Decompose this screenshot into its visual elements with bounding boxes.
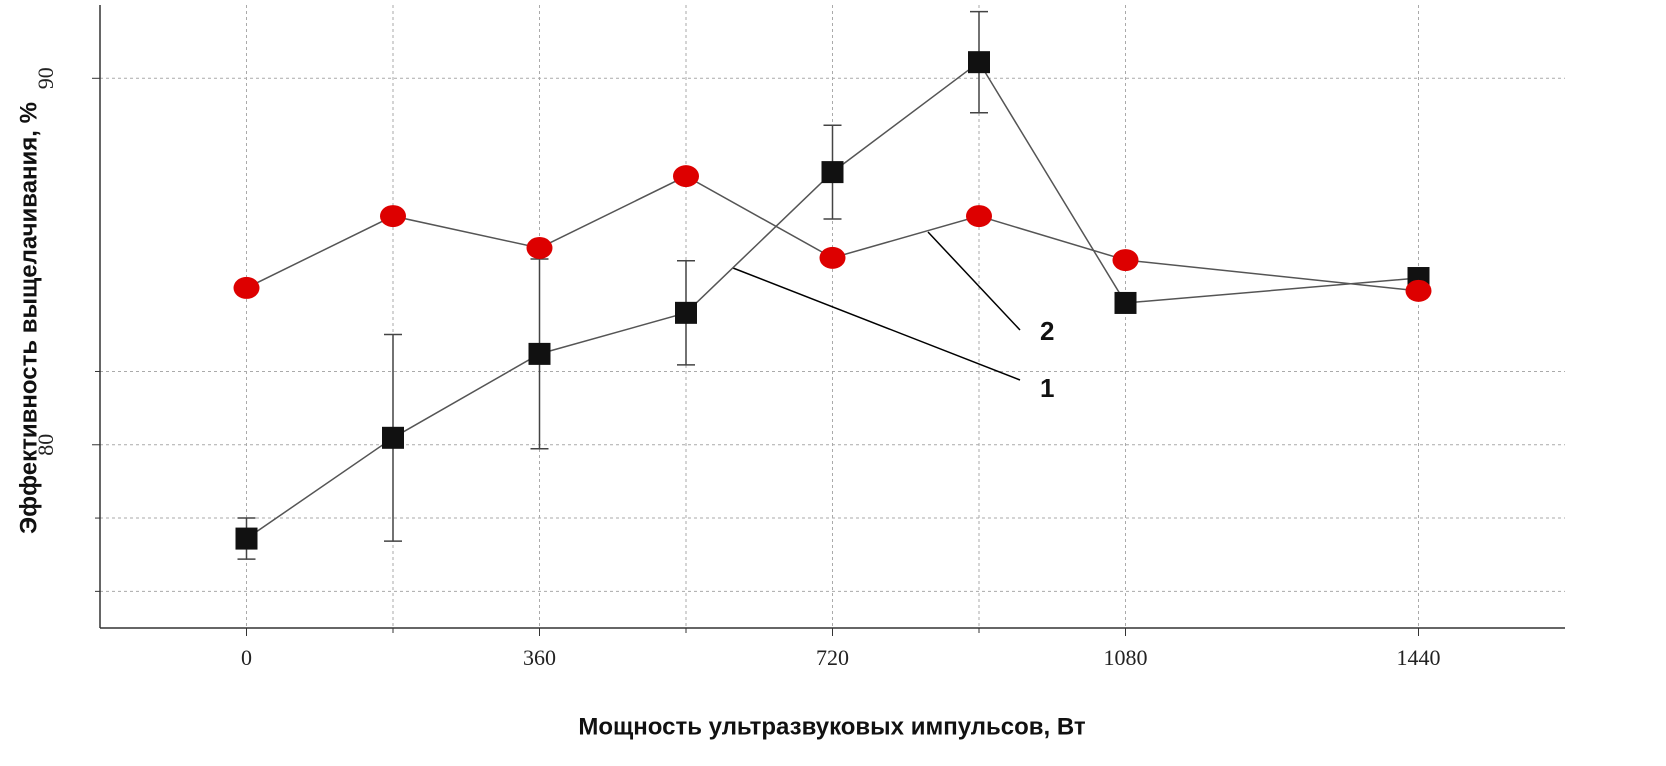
marker (526, 236, 553, 259)
annotation: 1 (1040, 373, 1054, 403)
y-axis-label: Эффективность выщелачивания, % (15, 102, 42, 534)
marker (1114, 291, 1137, 314)
marker (966, 205, 992, 228)
series-line (246, 175, 1419, 292)
y-tick-label: 80 (33, 434, 58, 456)
marker (673, 165, 699, 188)
marker (382, 426, 404, 449)
marker (528, 342, 551, 365)
x-tick-label: 360 (523, 645, 556, 670)
marker (235, 527, 258, 550)
x-tick-label: 0 (241, 645, 252, 670)
x-tick-label: 1440 (1397, 645, 1441, 670)
marker (1112, 249, 1139, 272)
series-line (246, 61, 1419, 540)
leader-line (732, 267, 1021, 381)
annotation: 2 (1040, 316, 1054, 346)
marker (380, 205, 406, 228)
marker (233, 276, 260, 299)
marker (1405, 279, 1432, 302)
marker (675, 301, 697, 324)
x-tick-label: 1080 (1104, 645, 1148, 670)
marker (819, 246, 846, 269)
y-tick-label: 90 (33, 67, 58, 89)
leader-line (927, 231, 1021, 331)
marker (968, 51, 990, 74)
x-tick-label: 720 (816, 645, 849, 670)
x-axis-label: Мощность ультразвуковых импульсов, Вт (578, 713, 1085, 740)
marker (821, 161, 844, 184)
